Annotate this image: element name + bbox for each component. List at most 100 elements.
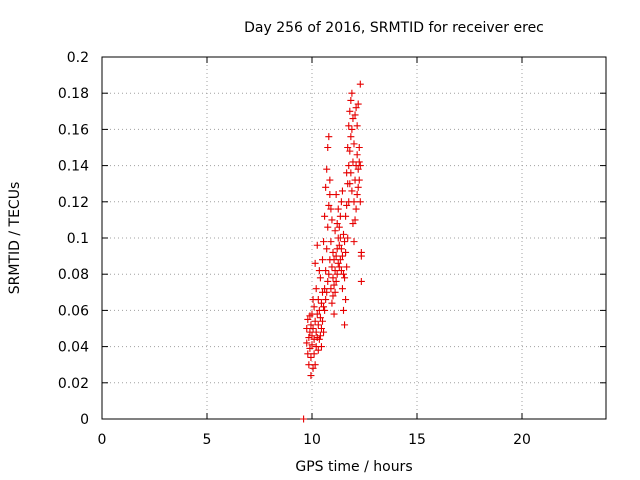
data-point bbox=[314, 321, 322, 329]
data-point bbox=[334, 259, 342, 267]
data-point bbox=[312, 285, 320, 293]
data-point bbox=[307, 353, 315, 361]
data-points bbox=[300, 80, 365, 423]
data-point bbox=[320, 303, 328, 311]
data-point bbox=[355, 144, 363, 151]
x-axis-label: GPS time / hours bbox=[295, 459, 412, 475]
data-point bbox=[333, 270, 341, 278]
y-tick-label: 0.08 bbox=[58, 267, 89, 283]
x-tick-label: 5 bbox=[203, 432, 212, 448]
data-point bbox=[326, 176, 334, 184]
data-point bbox=[344, 144, 352, 151]
data-point bbox=[352, 205, 360, 213]
data-point bbox=[332, 191, 340, 199]
data-point bbox=[351, 111, 359, 119]
data-point bbox=[300, 415, 308, 423]
data-point bbox=[347, 169, 355, 177]
data-point bbox=[323, 245, 331, 253]
data-point bbox=[357, 252, 365, 260]
data-point bbox=[328, 216, 336, 224]
data-point bbox=[321, 306, 329, 314]
data-point bbox=[324, 144, 332, 151]
y-tick-label: 0.18 bbox=[58, 86, 89, 102]
data-point bbox=[332, 277, 340, 285]
data-point bbox=[331, 227, 339, 235]
x-axis-ticks: 0 5 10 15 20 bbox=[98, 57, 531, 448]
data-point bbox=[347, 96, 355, 104]
data-point bbox=[323, 165, 331, 173]
data-point bbox=[341, 321, 349, 329]
data-point bbox=[325, 201, 333, 209]
data-point bbox=[351, 216, 359, 224]
data-point bbox=[325, 270, 333, 278]
x-tick-label: 0 bbox=[98, 432, 107, 448]
data-point bbox=[327, 285, 335, 293]
data-point bbox=[328, 263, 336, 271]
data-point bbox=[310, 350, 318, 358]
data-point bbox=[327, 238, 335, 246]
data-point bbox=[348, 89, 356, 97]
data-point bbox=[354, 100, 362, 108]
data-point bbox=[313, 241, 321, 249]
data-point bbox=[324, 277, 332, 285]
data-point bbox=[316, 314, 324, 322]
y-axis-ticks: 0 0.02 0.04 0.06 0.08 0.1 0.12 0.14 0.16 0.18 0.2 bbox=[58, 50, 606, 428]
data-point bbox=[346, 107, 354, 115]
data-point bbox=[343, 201, 351, 209]
data-point bbox=[317, 325, 325, 332]
data-point bbox=[307, 372, 315, 380]
data-point bbox=[356, 80, 364, 88]
data-point bbox=[314, 296, 322, 304]
data-point bbox=[350, 198, 358, 206]
data-point bbox=[306, 328, 314, 336]
data-point bbox=[307, 321, 315, 329]
data-point bbox=[304, 315, 312, 323]
data-point bbox=[352, 104, 360, 112]
data-point bbox=[322, 267, 330, 275]
data-point bbox=[315, 335, 323, 343]
data-point bbox=[331, 288, 339, 296]
y-tick-label: 0.2 bbox=[67, 50, 89, 66]
x-tick-label: 15 bbox=[408, 432, 426, 448]
data-point bbox=[315, 267, 323, 275]
data-point bbox=[303, 339, 311, 347]
data-point bbox=[342, 248, 350, 256]
data-point bbox=[355, 158, 363, 166]
y-tick-label: 0.06 bbox=[58, 303, 89, 319]
data-point bbox=[341, 274, 349, 282]
y-tick-label: 0 bbox=[80, 412, 89, 428]
data-point bbox=[338, 187, 346, 195]
data-point bbox=[316, 332, 324, 340]
data-point bbox=[313, 310, 321, 318]
data-point bbox=[349, 158, 357, 166]
data-point bbox=[308, 332, 316, 340]
data-point bbox=[346, 147, 354, 155]
data-point bbox=[304, 350, 312, 358]
data-point bbox=[335, 263, 343, 271]
chart-title: Day 256 of 2016, SRMTID for receiver ere… bbox=[244, 20, 544, 36]
data-point bbox=[354, 165, 362, 173]
data-point bbox=[326, 191, 334, 199]
data-point bbox=[338, 285, 346, 293]
data-point bbox=[342, 296, 350, 304]
data-point bbox=[332, 252, 340, 260]
y-tick-label: 0.14 bbox=[58, 159, 89, 175]
y-tick-label: 0.04 bbox=[58, 340, 89, 356]
data-point bbox=[329, 274, 337, 282]
data-point bbox=[320, 328, 328, 336]
data-point bbox=[341, 238, 349, 246]
data-point bbox=[340, 230, 347, 238]
data-point bbox=[335, 223, 343, 231]
x-tick-label: 10 bbox=[303, 432, 321, 448]
data-point bbox=[357, 277, 365, 285]
data-point bbox=[311, 317, 319, 325]
data-point bbox=[330, 281, 338, 289]
data-point bbox=[325, 133, 333, 141]
data-point bbox=[320, 238, 328, 246]
data-point bbox=[356, 162, 364, 170]
data-point bbox=[348, 125, 356, 133]
data-point bbox=[345, 122, 353, 130]
data-point bbox=[333, 220, 341, 228]
data-point bbox=[312, 328, 320, 336]
data-point bbox=[322, 296, 330, 304]
